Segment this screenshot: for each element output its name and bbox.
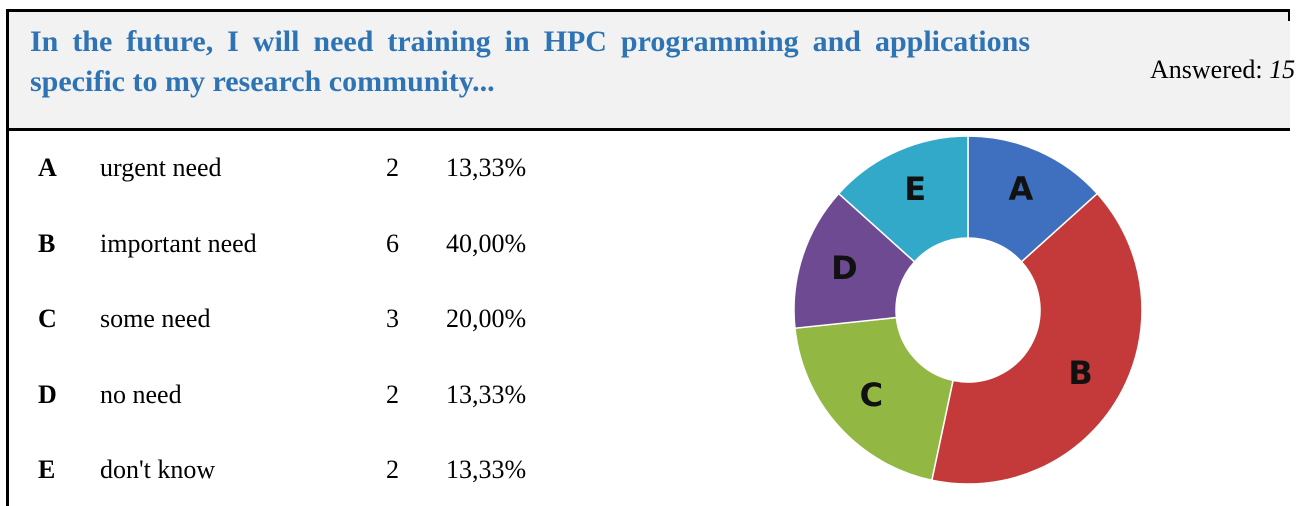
answer-percent: 13,33% — [446, 455, 527, 484]
right-border — [1288, 9, 1290, 21]
answered-label: Answered: — [1150, 55, 1263, 84]
slice-label: A — [1008, 170, 1033, 208]
left-border — [6, 9, 9, 506]
donut-slice — [837, 135, 969, 263]
header — [6, 9, 1290, 131]
answer-percent: 20,00% — [446, 304, 527, 333]
answer-label: important need — [100, 228, 257, 258]
answer-count: 2 — [386, 455, 399, 484]
donut-slice — [967, 135, 1099, 263]
slice-label: D — [831, 249, 858, 287]
question-title: In the future, I will need training in H… — [30, 25, 1030, 98]
answered: Answered: 15 — [1150, 55, 1295, 85]
answer-percent: 40,00% — [446, 228, 527, 258]
donut-slice — [930, 192, 1143, 485]
answer-count: 6 — [386, 228, 399, 258]
answer-label: some need — [100, 304, 211, 333]
slice-label: B — [1068, 354, 1092, 392]
answer-label: don't know — [100, 455, 216, 484]
answered-count: 15 — [1269, 55, 1296, 84]
answer-count: 3 — [386, 304, 399, 333]
donut-chart: A B C D E — [793, 135, 1143, 485]
slice-label: E — [904, 170, 926, 208]
answer-letter: E — [38, 455, 56, 484]
donut-slice — [794, 316, 954, 482]
answer-label: no need — [100, 379, 182, 409]
answer-label: urgent need — [100, 153, 222, 182]
answer-percent: 13,33% — [446, 153, 527, 182]
answer-letter: A — [38, 153, 57, 182]
answer-letter: D — [38, 379, 57, 409]
answer-letter: C — [38, 304, 57, 333]
answer-letter: B — [38, 228, 56, 258]
answer-count: 2 — [386, 153, 399, 182]
donut-slice — [793, 192, 916, 330]
answer-count: 2 — [386, 379, 399, 409]
slice-label: C — [860, 376, 883, 414]
answer-percent: 13,33% — [446, 379, 527, 409]
